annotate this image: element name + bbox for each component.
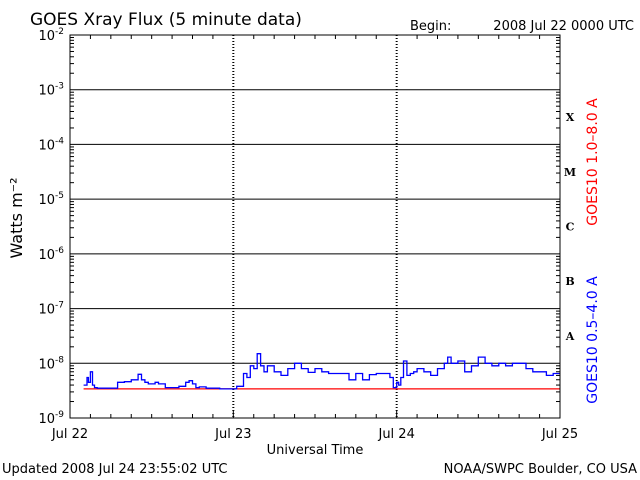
begin-value: 2008 Jul 22 0000 UTC — [493, 19, 634, 34]
legend-short-channel: GOES10 0.5–4.0 A — [585, 276, 601, 404]
x-tick-label: Jul 25 — [541, 427, 578, 442]
tick-marks — [69, 35, 561, 418]
y-tick-label: 10-7 — [38, 301, 64, 318]
flare-class-label: A — [565, 330, 575, 343]
begin-label: Begin: — [410, 19, 451, 34]
x-tick-label: Jul 24 — [377, 427, 414, 442]
credit-text: NOAA/SWPC Boulder, CO USA — [444, 462, 637, 477]
x-tick-label: Jul 23 — [214, 427, 251, 442]
y-tick-label: 10-9 — [38, 410, 64, 427]
plot-frame — [69, 34, 561, 419]
y-tick-label: 10-2 — [38, 27, 64, 44]
chart-title: GOES Xray Flux (5 minute data) — [30, 10, 302, 30]
flare-class-label: M — [564, 166, 576, 179]
series-line-goes10-short — [83, 353, 560, 390]
y-tick-label: 10-3 — [38, 82, 64, 99]
y-tick-label: 10-8 — [38, 355, 64, 372]
x-axis-label: Universal Time — [267, 443, 364, 458]
flare-class-label: X — [566, 111, 575, 124]
y-tick-label: 10-4 — [38, 136, 64, 153]
grid-lines — [70, 35, 560, 418]
legend-long-channel: GOES10 1.0–8.0 A — [585, 98, 601, 226]
y-axis-label: Watts m⁻² — [7, 177, 26, 258]
updated-text: Updated 2008 Jul 24 23:55:02 UTC — [2, 462, 227, 477]
flare-class-label: B — [565, 275, 574, 288]
y-tick-label: 10-6 — [38, 246, 64, 263]
y-tick-label: 10-5 — [38, 191, 64, 208]
flare-class-label: C — [566, 221, 575, 234]
series-layer — [83, 353, 560, 390]
x-tick-label: Jul 22 — [51, 427, 88, 442]
